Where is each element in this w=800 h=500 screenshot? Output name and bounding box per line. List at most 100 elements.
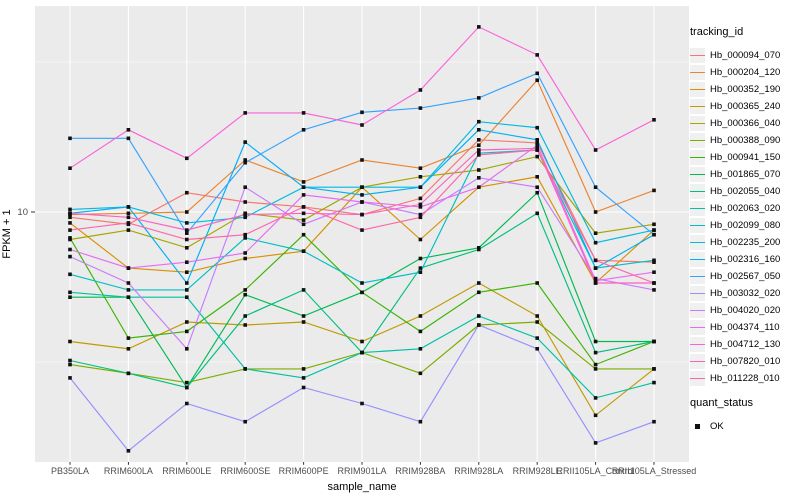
legend-item-Hb_002055_040: Hb_002055_040 [690,183,798,200]
data-point [360,200,364,204]
legend-item-Hb_000094_070: Hb_000094_070 [690,47,798,64]
data-point [243,251,247,255]
data-point [418,88,423,92]
data-point [360,123,364,127]
x-axis-title: sample_name [327,481,397,493]
data-point [185,260,189,264]
data-point [243,236,247,240]
data-point [652,228,656,232]
legend-line-icon [690,139,705,142]
data-point [360,290,364,295]
data-point [535,78,539,82]
legend-key-swatch [690,201,705,216]
data-point [243,200,247,204]
data-point [593,148,598,152]
data-point [652,339,656,344]
data-point [535,314,539,318]
data-point [593,413,598,418]
data-point [593,281,598,285]
data-point [360,193,364,197]
legend-item-label: Hb_002099_080 [710,220,781,231]
data-point [301,218,306,222]
x-tick-label: PB350LA [51,466,89,476]
legend-item-Hb_002063_020: Hb_002063_020 [690,200,798,217]
data-point [418,256,423,261]
data-point [243,292,247,297]
data-point [185,231,189,235]
data-point [68,295,72,299]
data-point [418,347,423,351]
data-point [185,401,189,406]
x-tick-label: RRIM600PE [279,466,329,476]
legend-item-label: Hb_001865_070 [710,169,781,180]
data-point [360,401,364,406]
data-point [243,232,247,237]
data-point [126,221,131,225]
legend-line-icon [690,224,705,227]
data-point [243,215,247,220]
data-point [477,148,481,152]
legend-line-icon [690,258,705,261]
legend-key-swatch [690,150,705,165]
legend-item-Hb_002235_200: Hb_002235_200 [690,234,798,251]
legend-panel: tracking_id Hb_000094_070 Hb_000204_120 Hb… [690,26,798,435]
y-axis-ticks: 10 [17,207,35,218]
data-point [593,185,598,189]
data-point [360,212,364,217]
data-point [301,205,306,209]
data-point [68,272,72,277]
data-point [652,260,656,264]
data-point [652,118,656,122]
data-point [477,281,481,285]
legend-key-swatch [690,133,705,148]
data-point [185,221,189,225]
data-point [535,148,539,152]
data-point [418,266,423,270]
data-point [301,385,306,390]
data-point [477,153,481,157]
data-point [126,336,131,340]
data-point [477,138,481,142]
data-point [243,256,247,261]
data-point [243,111,247,115]
legend-key-swatch [690,99,705,114]
data-point [593,240,598,245]
data-point [68,221,72,225]
legend-line-icon [690,156,705,159]
data-point [652,281,656,285]
data-point [418,314,423,318]
data-point [301,111,306,115]
data-point [301,185,306,189]
data-point [477,323,481,327]
data-point [593,350,598,355]
data-point [652,258,656,263]
legend-item-Hb_000366_040: Hb_000366_040 [690,115,798,132]
legend-line-icon [690,275,705,278]
legend-line-icon [690,377,705,380]
data-point [360,339,364,344]
legend-item-Hb_003032_020: Hb_003032_020 [690,285,798,302]
quant-status-items: OK [690,418,798,435]
data-point [418,175,423,179]
data-point [593,362,598,367]
data-point [593,278,598,283]
data-point [185,295,189,299]
x-tick-label: RRII105LA_Stressed [612,466,697,476]
data-point [301,180,306,184]
legend-title-tracking-id: tracking_id [690,26,744,38]
data-point [418,212,423,217]
legend-key-swatch [690,235,705,250]
legend-key-swatch [690,167,705,182]
legend-item-label: Hb_002316_160 [710,254,781,265]
data-point [68,228,72,232]
data-point [126,228,131,232]
data-point [68,376,72,380]
x-tick-label: RRII105LA_Control [557,466,635,476]
legend-item-Hb_000365_240: Hb_000365_240 [690,98,798,115]
data-point [68,166,72,170]
data-point [418,270,423,274]
data-point [126,215,131,220]
data-point [68,236,72,240]
legend-item-Hb_004020_020: Hb_004020_020 [690,302,798,319]
data-point [477,96,481,100]
